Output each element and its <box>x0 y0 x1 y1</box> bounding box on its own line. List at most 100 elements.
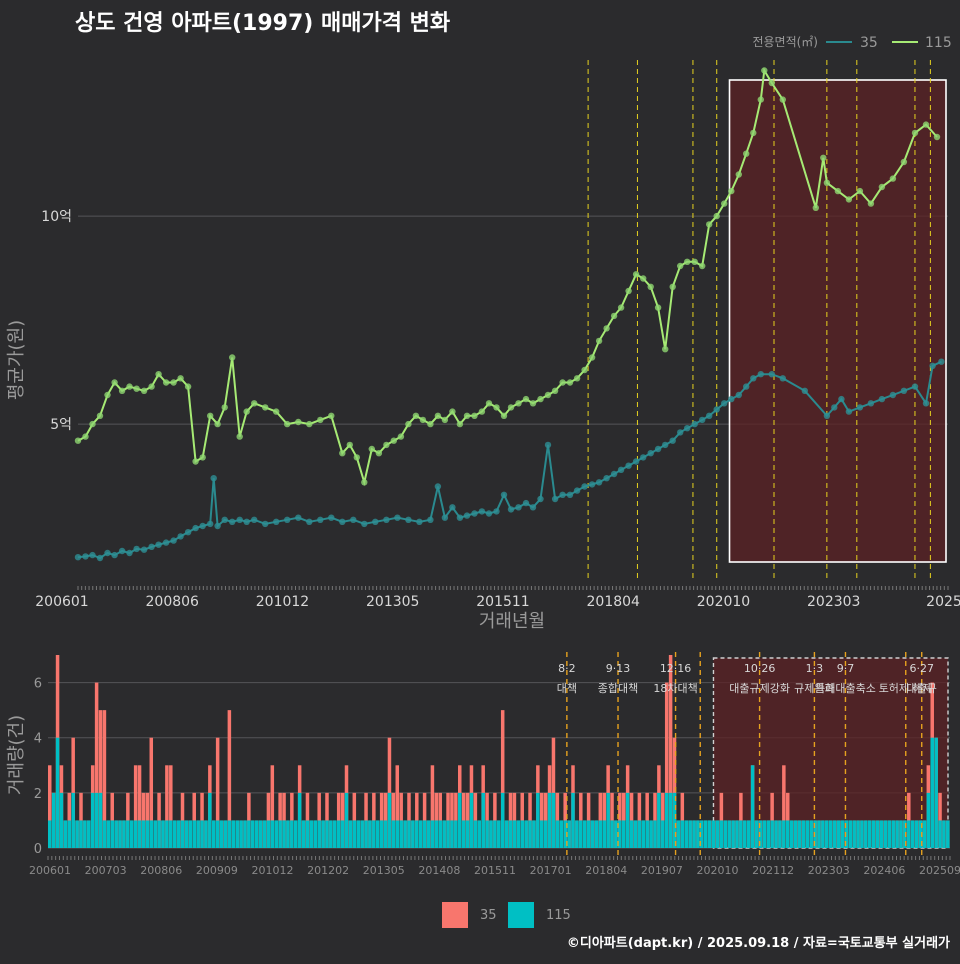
bar-115 <box>606 792 610 848</box>
data-point-115 <box>361 479 368 486</box>
bar-35 <box>270 765 275 848</box>
bar-115 <box>231 820 236 848</box>
bar-115 <box>618 820 622 848</box>
bar-115 <box>333 820 337 848</box>
bar-35 <box>668 655 673 848</box>
bar-115 <box>348 820 353 848</box>
policy-annotation-label: 대출규 <box>907 682 937 695</box>
data-point-35 <box>845 408 853 415</box>
data-point-35 <box>691 420 698 428</box>
bar-115 <box>774 820 778 848</box>
data-point-115 <box>375 450 383 457</box>
data-point-115 <box>878 183 886 191</box>
bar-115 <box>286 820 290 848</box>
bar-115 <box>94 792 99 848</box>
data-point-35 <box>544 441 552 449</box>
data-point-35 <box>632 458 640 465</box>
data-point-35 <box>295 514 302 521</box>
bar-115 <box>653 820 657 848</box>
bar-115 <box>899 820 903 848</box>
data-point-115 <box>559 379 566 386</box>
legend-swatch-35 <box>442 902 468 928</box>
highlight-box <box>728 79 947 563</box>
data-point-35 <box>478 508 486 515</box>
bar-115 <box>442 820 446 848</box>
bar-115 <box>297 792 302 848</box>
volume-x-tick-label: 201202 <box>307 864 349 877</box>
bar-115 <box>301 820 306 848</box>
bar-115 <box>739 820 743 848</box>
data-point-35 <box>493 508 500 515</box>
bar-115 <box>528 820 532 848</box>
data-point-115 <box>273 408 280 415</box>
bar-115 <box>848 820 852 848</box>
data-point-115 <box>89 420 96 428</box>
bar-115 <box>83 820 87 848</box>
bar-115 <box>477 820 482 848</box>
legend-title: 전용면적(㎡) <box>752 35 818 49</box>
data-point-115 <box>768 79 775 87</box>
bar-115 <box>825 820 829 848</box>
bar-115 <box>262 820 267 848</box>
data-point-35 <box>838 395 845 403</box>
chart-title: 상도 건영 아파트(1997) 매매가격 변화 <box>75 11 450 36</box>
bar-115 <box>754 820 759 848</box>
policy-annotation-label: 특례대출축소 <box>815 682 876 695</box>
data-point-115 <box>750 129 757 137</box>
bar-115 <box>141 820 146 848</box>
data-point-35 <box>640 454 647 461</box>
bar-35 <box>48 765 52 848</box>
bar-115 <box>516 820 521 848</box>
bar-115 <box>473 820 478 848</box>
data-point-115 <box>207 412 214 419</box>
data-point-35 <box>199 522 206 530</box>
bar-115 <box>664 792 669 848</box>
bar-115 <box>126 820 130 848</box>
bar-115 <box>907 820 911 848</box>
price-x-tick-label: 201511 <box>476 594 529 610</box>
price-x-axis-title: 거래년월 <box>479 611 545 632</box>
bar-115 <box>418 820 423 848</box>
bar-35 <box>94 682 99 848</box>
policy-date-label: 10·26 <box>744 662 776 675</box>
volume-panel: 0 2 4 6 8·2 대책 9·13 종합대책 12·16 18차대책 10·26 대출규제강화 1·… <box>29 652 960 877</box>
bar-35 <box>102 710 107 848</box>
bar-115 <box>547 792 552 848</box>
data-point-115 <box>662 346 669 353</box>
bar-115 <box>391 820 396 848</box>
bar-35 <box>133 765 138 848</box>
data-point-35 <box>184 529 192 536</box>
data-point-35 <box>155 541 162 548</box>
bar-115 <box>731 820 735 848</box>
data-point-115 <box>412 412 420 419</box>
bar-115 <box>122 820 126 848</box>
data-point-35 <box>588 481 596 488</box>
bar-115 <box>243 820 247 848</box>
bar-35 <box>227 710 232 848</box>
bar-115 <box>325 820 329 848</box>
data-point-35 <box>537 495 544 503</box>
bar-115 <box>434 820 439 848</box>
bar-115 <box>321 820 325 848</box>
bar-115 <box>379 820 384 848</box>
bar-115 <box>176 820 181 848</box>
bar-115 <box>852 820 856 848</box>
data-point-35 <box>647 450 654 457</box>
data-point-35 <box>221 516 228 523</box>
bar-35 <box>672 737 677 848</box>
bar-115 <box>372 820 376 848</box>
bar-115 <box>551 792 556 848</box>
bar-115 <box>145 820 150 848</box>
volume-y-tick-label: 4 <box>34 732 42 747</box>
bar-115 <box>770 820 774 848</box>
data-point-115 <box>434 412 442 419</box>
data-point-115 <box>214 420 221 428</box>
bottom-legend-label-35: 35 <box>480 908 497 923</box>
bar-115 <box>192 820 196 848</box>
price-x-tick-label: 201012 <box>256 594 309 610</box>
volume-x-tick-label: 202112 <box>752 864 794 877</box>
bar-115 <box>817 820 821 848</box>
data-point-35 <box>192 524 199 532</box>
bottom-legend: 35 115 <box>442 902 571 928</box>
bar-115 <box>680 820 685 848</box>
